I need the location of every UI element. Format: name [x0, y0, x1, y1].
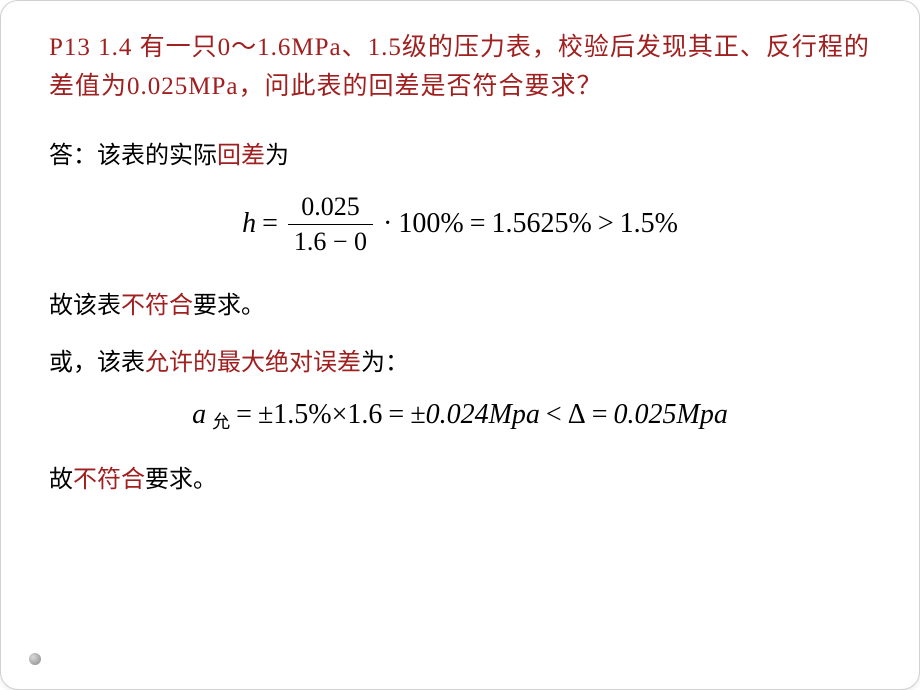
- answer-line-1-highlight: 回差: [217, 143, 265, 169]
- answer-line-1-suffix: 为: [265, 143, 289, 169]
- f2-expr1: ±1.5%×1.6: [258, 399, 382, 431]
- answer-line-3-suffix: 为：: [361, 350, 409, 376]
- answer-line-1: 答：该表的实际回差为: [49, 135, 871, 170]
- f2-eq2: =: [388, 399, 404, 431]
- answer-line-4-suffix: 要求。: [145, 467, 217, 493]
- f1-denominator: 1.6 − 0: [288, 224, 373, 257]
- answer-line-3-prefix: 或，该表: [49, 350, 145, 376]
- answer-line-3: 或，该表允许的最大绝对误差为：: [49, 342, 871, 377]
- f2-lhs-sub: 允: [212, 408, 230, 434]
- f2-lhs-sym: a: [192, 399, 206, 431]
- formula-2: a允 = ±1.5%×1.6 = ±0.024Mpa < Δ = 0.025Mp…: [49, 399, 871, 431]
- f1-fraction: 0.025 1.6 − 0: [288, 192, 373, 257]
- formula-1: h = 0.025 1.6 − 0 · 100% = 1.5625% > 1.5…: [49, 192, 871, 257]
- f1-rhs: 1.5%: [620, 208, 678, 240]
- f1-result: 1.5625%: [491, 208, 591, 240]
- question-text: P13 1.4 有一只0～1.6MPa、1.5级的压力表，校验后发现其正、反行程…: [49, 29, 871, 107]
- answer-line-2: 故该表不符合要求。: [49, 285, 871, 320]
- f1-numerator: 0.025: [295, 192, 366, 224]
- answer-line-4: 故不符合要求。: [49, 459, 871, 494]
- f1-dot: ·: [383, 208, 392, 240]
- answer-line-2-highlight: 不符合: [121, 293, 193, 319]
- answer-line-3-highlight: 允许的最大绝对误差: [145, 350, 361, 376]
- f1-eq1: =: [262, 208, 278, 240]
- f1-lhs: h: [242, 208, 256, 240]
- f2-eq3: =: [592, 399, 608, 431]
- answer-line-1-prefix: 答：该表的实际: [49, 143, 217, 169]
- f2-eq1: =: [236, 399, 252, 431]
- f2-cmp: <: [546, 399, 562, 431]
- f1-cmp: >: [598, 208, 614, 240]
- f2-delta: Δ: [568, 399, 586, 431]
- answer-line-2-suffix: 要求。: [193, 293, 265, 319]
- f1-pct: 100%: [398, 208, 463, 240]
- answer-line-4-highlight: 不符合: [73, 467, 145, 493]
- answer-line-4-prefix: 故: [49, 467, 73, 493]
- answer-line-2-prefix: 故该表: [49, 293, 121, 319]
- f1-eq2: =: [470, 208, 486, 240]
- f2-rhs: 0.025Mpa: [614, 399, 728, 431]
- corner-dot: [29, 653, 41, 665]
- slide: P13 1.4 有一只0～1.6MPa、1.5级的压力表，校验后发现其正、反行程…: [0, 0, 920, 690]
- f2-expr2: ±0.024Mpa: [410, 399, 540, 431]
